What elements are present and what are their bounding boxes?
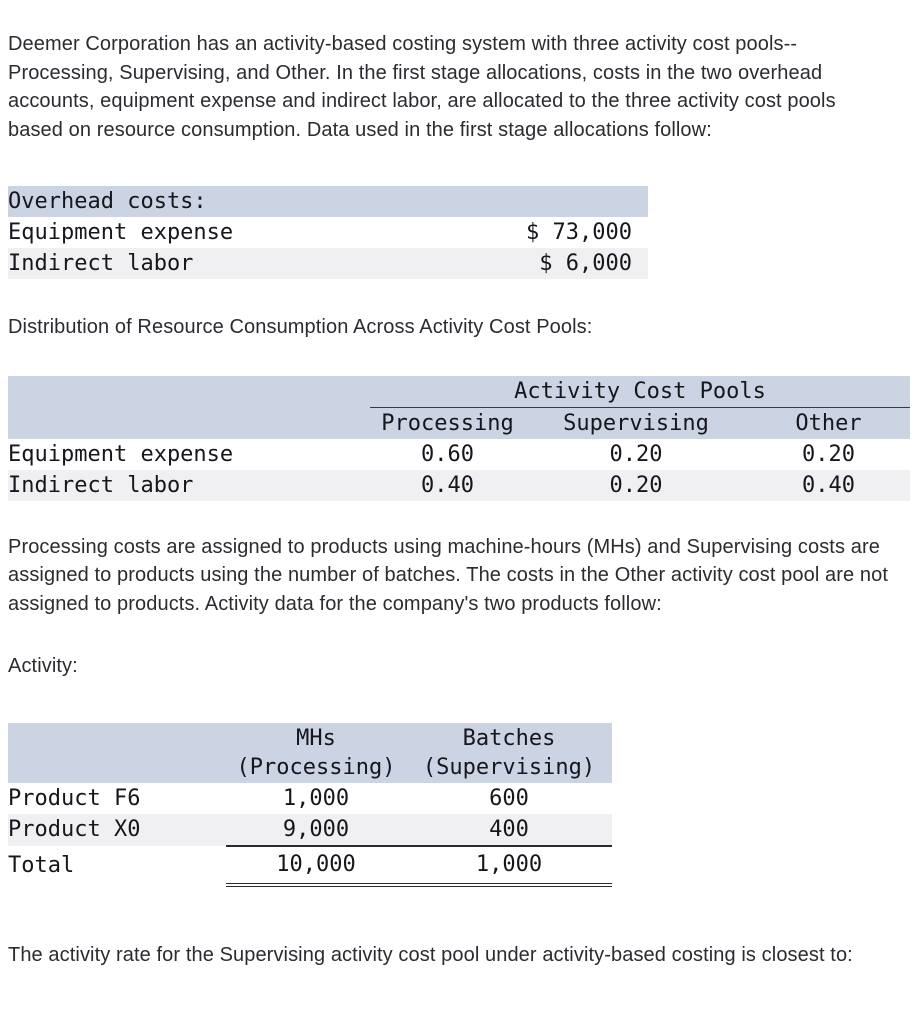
column-header-mhs: MHs (Processing) (226, 722, 406, 783)
table-row: Equipment expense $ 73,000 (8, 217, 648, 248)
row-value: 0.60 (421, 441, 474, 467)
row-value: $ 6,000 (388, 248, 648, 279)
row-value: $ 73,000 (526, 220, 632, 245)
total-label: Total (8, 852, 75, 878)
activity-label: Activity: (8, 655, 78, 677)
row-label: Indirect labor (8, 469, 370, 501)
activity-cost-pools-header: Activity Cost Pools (370, 375, 910, 408)
column-header-other: Other (747, 407, 910, 439)
row-value: 0.40 (747, 469, 910, 501)
row-value: 0.20 (525, 469, 747, 501)
table-row: Product F6 1,000 600 (8, 783, 612, 814)
column-header-processing: Processing (370, 407, 525, 439)
row-label: Equipment expense (8, 441, 234, 467)
row-label: Indirect labor (8, 248, 388, 279)
overhead-table-header-row: Overhead costs: (8, 186, 648, 217)
empty-cell (8, 375, 370, 407)
distribution-table: Activity Cost Pools Processing Supervisi… (8, 375, 910, 501)
distribution-group-header-row: Activity Cost Pools (8, 375, 910, 408)
row-value: 9,000 (226, 813, 406, 847)
table-row: Equipment expense 0.60 0.20 0.20 (8, 439, 910, 470)
activity-table-header-row: MHs (Processing) Batches (Supervising) (8, 722, 612, 783)
empty-cell (8, 407, 370, 439)
abc-costing-question-document: Deemer Corporation has an activity-based… (8, 33, 910, 966)
row-label: Product F6 (8, 785, 141, 811)
overhead-costs-table: Overhead costs: Equipment expense $ 73,0… (8, 186, 648, 279)
column-header-line1: MHs (296, 725, 336, 751)
table-row: Indirect labor 0.40 0.20 0.40 (8, 469, 910, 501)
row-value: 1,000 (282, 785, 350, 811)
column-header-supervising: Supervising (525, 407, 747, 439)
row-value: 0.20 (609, 441, 663, 467)
activity-data-table: MHs (Processing) Batches (Supervising) P… (8, 722, 612, 887)
table-row: Indirect labor $ 6,000 (8, 248, 648, 279)
column-header-line1: Batches (462, 725, 556, 751)
column-header-batches: Batches (Supervising) (406, 722, 612, 783)
row-value: 0.40 (370, 469, 525, 501)
total-value: 1,000 (406, 845, 612, 887)
row-label: Equipment expense (8, 220, 234, 245)
distribution-column-header-row: Processing Supervising Other (8, 407, 910, 439)
table-row: Product X0 9,000 400 (8, 813, 612, 847)
question-paragraph: The activity rate for the Supervising ac… (8, 943, 853, 966)
column-header-line2: (Processing) (236, 754, 396, 780)
row-value: 400 (406, 813, 612, 847)
row-value: 0.20 (802, 441, 855, 467)
empty-cell (8, 722, 226, 783)
intro-paragraph: Deemer Corporation has an activity-based… (8, 33, 836, 141)
distribution-heading: Distribution of Resource Consumption Acr… (8, 316, 593, 338)
column-header-line2: (Supervising) (422, 754, 596, 780)
row-label: Product X0 (8, 813, 226, 846)
total-value: 10,000 (226, 845, 406, 887)
row-value: 600 (489, 785, 529, 811)
assignment-paragraph: Processing costs are assigned to product… (8, 535, 889, 615)
total-row: Total 10,000 1,000 (8, 845, 612, 887)
overhead-table-title: Overhead costs: (8, 186, 648, 217)
